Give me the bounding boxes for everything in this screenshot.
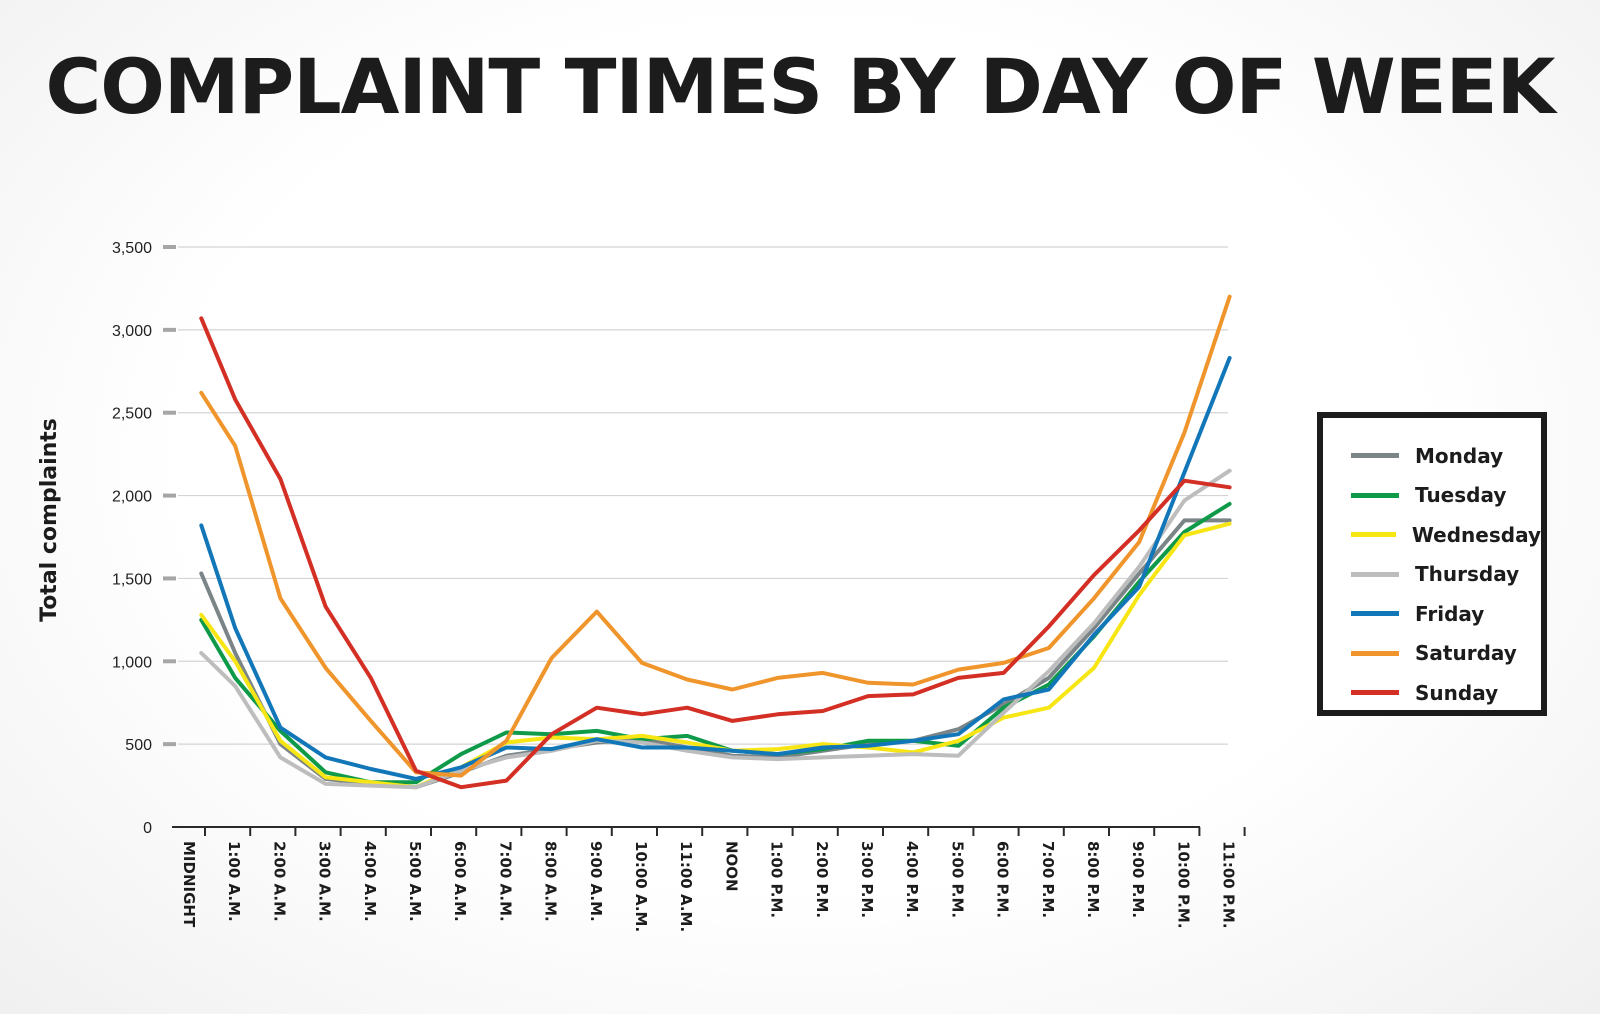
- legend-item-tuesday: Tuesday: [1323, 476, 1541, 516]
- x-tick-label: 6:00 A.M.: [451, 841, 469, 922]
- legend-label: Monday: [1415, 443, 1504, 468]
- y-tick-label: 500: [125, 737, 152, 754]
- x-tick-label: 4:00 P.M.: [903, 841, 921, 918]
- x-tick-label: 8:00 P.M.: [1084, 841, 1102, 918]
- x-tick-label: 4:00 A.M.: [361, 841, 379, 922]
- x-tick-label: 5:00 P.M.: [948, 841, 966, 918]
- x-tick-label: 8:00 A.M.: [542, 841, 560, 922]
- x-tick-label: 3:00 P.M.: [858, 841, 876, 918]
- x-tick-label: 1:00 A.M.: [225, 841, 243, 922]
- y-tick-label: 0: [143, 820, 152, 837]
- chart-legend: Monday Tuesday Wednesday Thursday Friday Satu…: [1317, 412, 1547, 716]
- x-tick-label: NOON: [722, 841, 740, 892]
- x-tick-label: 6:00 P.M.: [994, 841, 1012, 918]
- y-axis-title: Total complaints: [37, 418, 62, 622]
- legend-label: Tuesday: [1415, 483, 1507, 508]
- x-tick-label: 9:00 P.M.: [1129, 841, 1147, 918]
- x-tick-label: MIDNIGHT: [180, 841, 198, 928]
- legend-item-sunday: Sunday: [1323, 673, 1541, 713]
- y-tick-label: 2,500: [112, 406, 152, 423]
- x-tick-label: 11:00 P.M.: [1220, 841, 1238, 929]
- x-axis: MIDNIGHT 1:00 A.M. 2:00 A.M. 3:00 A.M. 4:00 …: [172, 826, 1246, 932]
- legend-label: Saturday: [1415, 641, 1517, 666]
- legend-swatch: [1351, 611, 1399, 617]
- y-tick-label: 2,000: [112, 489, 152, 506]
- y-tick-label: 3,500: [112, 240, 152, 257]
- series-line-thursday: [199, 468, 1232, 790]
- legend-item-friday: Friday: [1323, 594, 1541, 634]
- legend-item-monday: Monday: [1323, 436, 1541, 476]
- legend-swatch: [1351, 532, 1396, 538]
- legend-swatch: [1351, 453, 1399, 459]
- legend-label: Wednesday: [1411, 522, 1541, 547]
- legend-swatch: [1351, 650, 1399, 656]
- y-axis: 0 500 1,000 1,500 2,000 2,500 3,000 3,500: [112, 240, 176, 837]
- legend-item-saturday: Saturday: [1323, 634, 1541, 674]
- legend-swatch: [1351, 690, 1399, 696]
- series-line-sunday: [199, 316, 1232, 790]
- x-tick-label: 2:00 A.M.: [270, 841, 288, 922]
- x-tick-label: 9:00 A.M.: [587, 841, 605, 922]
- y-tick-label: 1,000: [112, 654, 152, 671]
- x-tick-label: 1:00 P.M.: [768, 841, 786, 918]
- series-line-saturday: [199, 294, 1232, 778]
- legend-swatch: [1351, 571, 1399, 577]
- x-tick-label: 7:00 A.M.: [496, 841, 514, 922]
- y-tick-label: 1,500: [112, 571, 152, 588]
- x-tick-label: 2:00 P.M.: [813, 841, 831, 918]
- legend-item-wednesday: Wednesday: [1323, 515, 1541, 555]
- chart-title: COMPLAINT TIMES BY DAY OF WEEK: [45, 42, 1556, 131]
- x-tick-label: 11:00 A.M.: [677, 841, 695, 932]
- x-tick-label: 3:00 A.M.: [316, 841, 334, 922]
- x-tick-label: 10:00 P.M.: [1174, 841, 1192, 929]
- x-tick-label: 7:00 P.M.: [1039, 841, 1057, 918]
- legend-item-thursday: Thursday: [1323, 555, 1541, 595]
- series-line-friday: [199, 356, 1232, 781]
- x-tick-label: 5:00 A.M.: [406, 841, 424, 922]
- legend-swatch: [1351, 492, 1399, 498]
- series-line-wednesday: [199, 521, 1232, 790]
- gridlines: [178, 246, 1228, 745]
- legend-label: Thursday: [1415, 562, 1520, 587]
- legend-label: Friday: [1415, 601, 1485, 626]
- series-lines: [199, 294, 1232, 790]
- x-tick-label: 10:00 A.M.: [632, 841, 650, 932]
- y-tick-label: 3,000: [112, 323, 152, 340]
- legend-label: Sunday: [1415, 680, 1499, 705]
